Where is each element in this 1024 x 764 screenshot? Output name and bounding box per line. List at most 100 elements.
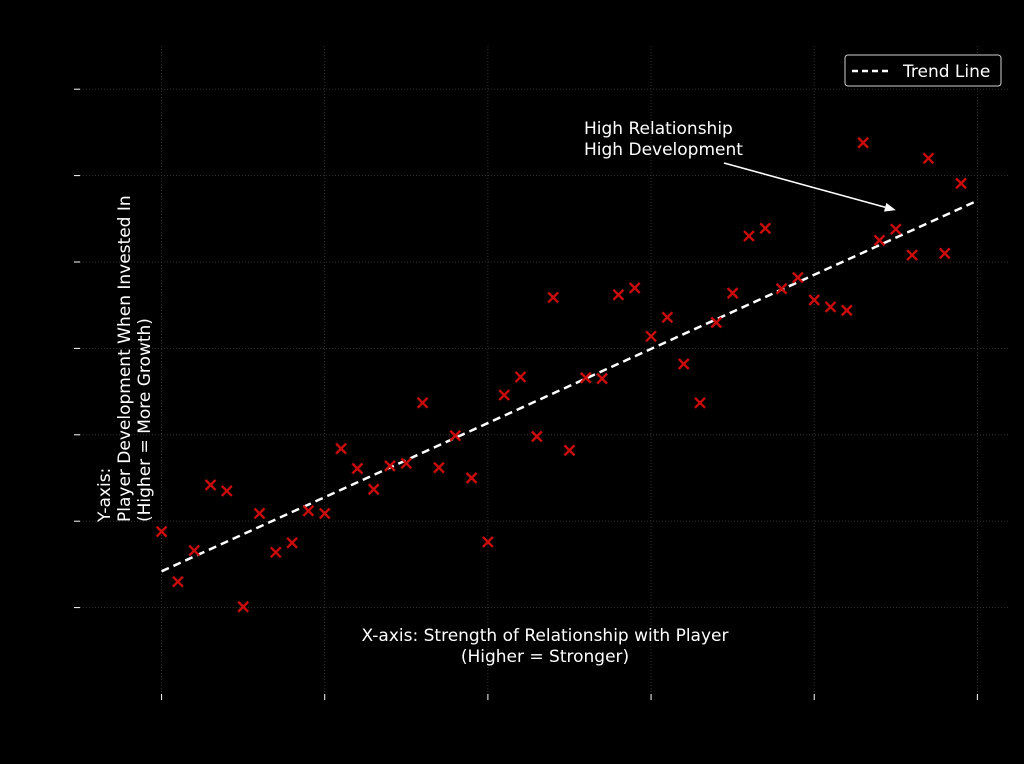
- data-point: [661, 311, 674, 324]
- data-point-stroke: [433, 461, 445, 474]
- data-point-stroke: [955, 177, 967, 190]
- axis-ticks: [74, 88, 978, 700]
- data-point: [710, 316, 723, 329]
- data-point: [237, 600, 250, 613]
- legend: Trend Line: [844, 54, 1002, 87]
- data-point-stroke: [351, 462, 364, 475]
- data-point: [840, 304, 853, 317]
- data-point: [302, 504, 315, 517]
- legend-trend-label: Trend Line: [902, 62, 990, 82]
- trend-line: [161, 199, 978, 573]
- data-point: [433, 461, 445, 474]
- data-point-stroke: [482, 536, 494, 548]
- data-point-stroke: [628, 282, 641, 294]
- data-point: [922, 152, 935, 165]
- data-point-stroke: [808, 294, 821, 306]
- data-point: [792, 271, 804, 284]
- data-point-stroke: [514, 371, 527, 383]
- callout-arrow: [723, 162, 886, 209]
- data-point: [547, 291, 560, 304]
- data-point-stroke: [922, 152, 935, 165]
- data-point: [465, 472, 478, 484]
- data-point-stroke: [449, 429, 462, 442]
- y-axis-annotation-line-3: (Higher = More Growth): [135, 318, 155, 522]
- data-point-stroke: [335, 442, 347, 455]
- data-point: [498, 389, 511, 401]
- data-point-stroke: [237, 600, 250, 613]
- data-point-stroke: [743, 230, 755, 242]
- data-point: [938, 247, 951, 260]
- callout-line-1: High Relationship: [584, 119, 733, 139]
- data-points: [155, 136, 967, 613]
- grid-lines: [80, 46, 1010, 694]
- data-point: [694, 396, 706, 409]
- data-point: [482, 536, 494, 548]
- data-point-stroke: [710, 316, 723, 329]
- data-point: [155, 525, 168, 538]
- data-point: [367, 483, 380, 496]
- data-point: [269, 546, 282, 559]
- data-point: [400, 457, 413, 470]
- data-point: [955, 177, 967, 190]
- data-point-stroke: [612, 288, 625, 301]
- callout-line-2: High Development: [584, 140, 743, 160]
- data-point: [857, 136, 870, 149]
- data-point-stroke: [530, 430, 543, 443]
- data-point: [628, 282, 641, 294]
- data-point-stroke: [318, 507, 331, 520]
- data-point-stroke: [563, 444, 576, 457]
- data-point: [286, 536, 298, 549]
- data-point-stroke: [253, 507, 266, 520]
- data-point: [596, 372, 608, 385]
- data-point: [906, 249, 918, 261]
- data-point-stroke: [694, 396, 706, 409]
- data-point: [759, 222, 772, 235]
- data-point: [416, 396, 429, 409]
- y-axis-annotation-line-1: Y-axis:: [95, 468, 115, 523]
- data-point-stroke: [172, 575, 184, 588]
- x-axis-annotation-line-2: (Higher = Stronger): [461, 647, 629, 667]
- data-point-stroke: [726, 287, 739, 299]
- data-point: [318, 507, 331, 520]
- data-point: [579, 371, 592, 384]
- data-point-stroke: [269, 546, 282, 559]
- data-point: [612, 288, 625, 301]
- data-point: [253, 507, 266, 520]
- data-point-stroke: [873, 234, 886, 247]
- data-point-stroke: [155, 525, 168, 538]
- data-point: [172, 575, 184, 588]
- data-point-stroke: [661, 311, 674, 324]
- y-axis-annotation-line-2: Player Development When Invested In: [115, 195, 135, 522]
- data-point-stroke: [465, 472, 478, 484]
- data-point: [188, 544, 201, 557]
- data-point: [824, 301, 837, 313]
- data-point-stroke: [938, 247, 951, 260]
- data-point-stroke: [547, 291, 560, 304]
- data-point-stroke: [889, 223, 902, 236]
- data-point: [351, 462, 364, 475]
- data-point-stroke: [204, 479, 217, 491]
- data-point: [726, 287, 739, 299]
- data-point: [775, 282, 788, 295]
- data-point-stroke: [596, 372, 608, 385]
- data-point: [335, 442, 347, 455]
- data-point: [645, 330, 657, 343]
- legend-box: [844, 54, 1002, 87]
- data-point-stroke: [824, 301, 837, 313]
- data-point-stroke: [857, 136, 870, 149]
- data-point-stroke: [906, 249, 918, 261]
- data-point: [677, 358, 690, 370]
- data-point-stroke: [840, 304, 853, 317]
- data-point: [384, 460, 396, 472]
- data-point-stroke: [188, 544, 201, 557]
- data-point-stroke: [677, 358, 690, 370]
- data-point-stroke: [645, 330, 657, 343]
- data-point: [873, 234, 886, 247]
- data-point: [808, 294, 821, 306]
- data-point: [530, 430, 543, 443]
- data-point-stroke: [367, 483, 380, 496]
- data-point-stroke: [759, 222, 772, 235]
- plot-area: [80, 46, 1010, 694]
- data-point-stroke: [416, 396, 429, 409]
